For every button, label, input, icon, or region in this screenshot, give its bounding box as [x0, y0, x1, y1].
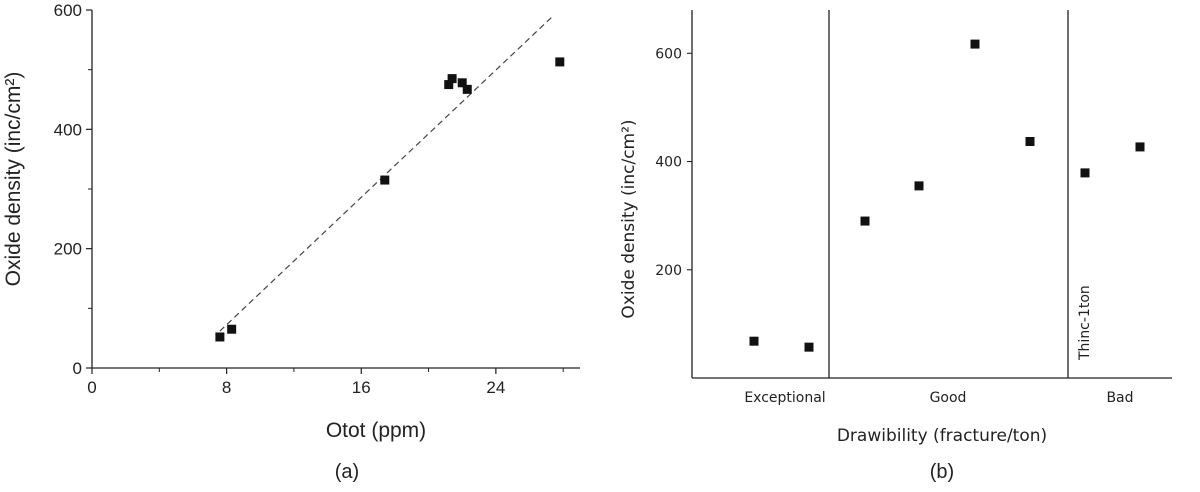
chart-b-point — [749, 336, 759, 346]
chart-b-point — [1135, 142, 1145, 152]
chart-a-point — [444, 80, 454, 90]
chart-a-y-ticks: 0 200 400 600 — [54, 1, 92, 378]
chart-a-point — [462, 84, 472, 94]
chart-b-x-axis-label: Drawibility (fracture/ton) — [837, 426, 1047, 446]
chart-b-y-tick-label: 200 — [655, 263, 682, 279]
chart-b-point — [1080, 168, 1090, 178]
chart-a-trendline — [219, 15, 554, 332]
chart-a-y-tick-label: 600 — [54, 1, 82, 20]
chart-b-point — [970, 39, 980, 49]
chart-a-point — [215, 332, 225, 342]
chart-b-category-labels: Exceptional Good Bad — [744, 390, 1133, 406]
chart-a: 0 8 16 24 0 200 400 600 Otot (ppm) Oxide densi… — [2, 1, 580, 483]
chart-b-annotation: Thinc-1ton — [1077, 285, 1093, 361]
chart-a-points — [215, 57, 565, 342]
chart-b-category-label: Good — [930, 390, 967, 406]
chart-b-category-label: Exceptional — [744, 390, 825, 406]
chart-a-x-ticks: 0 8 16 24 — [87, 368, 564, 397]
chart-a-x-tick-label: 0 — [87, 378, 96, 397]
chart-b-point — [804, 342, 814, 352]
chart-b-point — [914, 181, 924, 191]
chart-b-point — [860, 216, 870, 226]
chart-b-points — [749, 39, 1145, 352]
chart-b-y-tick-label: 600 — [655, 46, 682, 62]
chart-a-point — [447, 74, 457, 84]
chart-a-point — [380, 175, 390, 185]
chart-a-y-tick-label: 200 — [54, 240, 82, 259]
chart-a-point — [457, 78, 467, 88]
chart-a-x-tick-label: 8 — [222, 378, 231, 397]
chart-b-y-tick-label: 400 — [655, 155, 682, 171]
chart-a-point — [555, 57, 565, 67]
chart-a-y-tick-label: 0 — [73, 359, 82, 378]
chart-b-caption: (b) — [930, 461, 954, 483]
chart-a-x-tick-label: 24 — [486, 378, 505, 397]
chart-a-point — [227, 324, 237, 334]
chart-b-category-label: Bad — [1106, 390, 1133, 406]
chart-a-caption: (a) — [335, 461, 359, 483]
chart-b-y-axis-label: Oxide density (inc/cm²) — [619, 119, 639, 318]
chart-b-point — [1025, 137, 1035, 147]
chart-a-x-tick-label: 16 — [352, 378, 371, 397]
chart-b-y-ticks: 200 400 600 — [655, 46, 692, 279]
chart-a-y-axis-label: Oxide density (inc/cm²) — [2, 72, 25, 287]
chart-a-y-tick-label: 400 — [54, 120, 82, 139]
chart-a-x-axis-label: Otot (ppm) — [326, 419, 426, 442]
